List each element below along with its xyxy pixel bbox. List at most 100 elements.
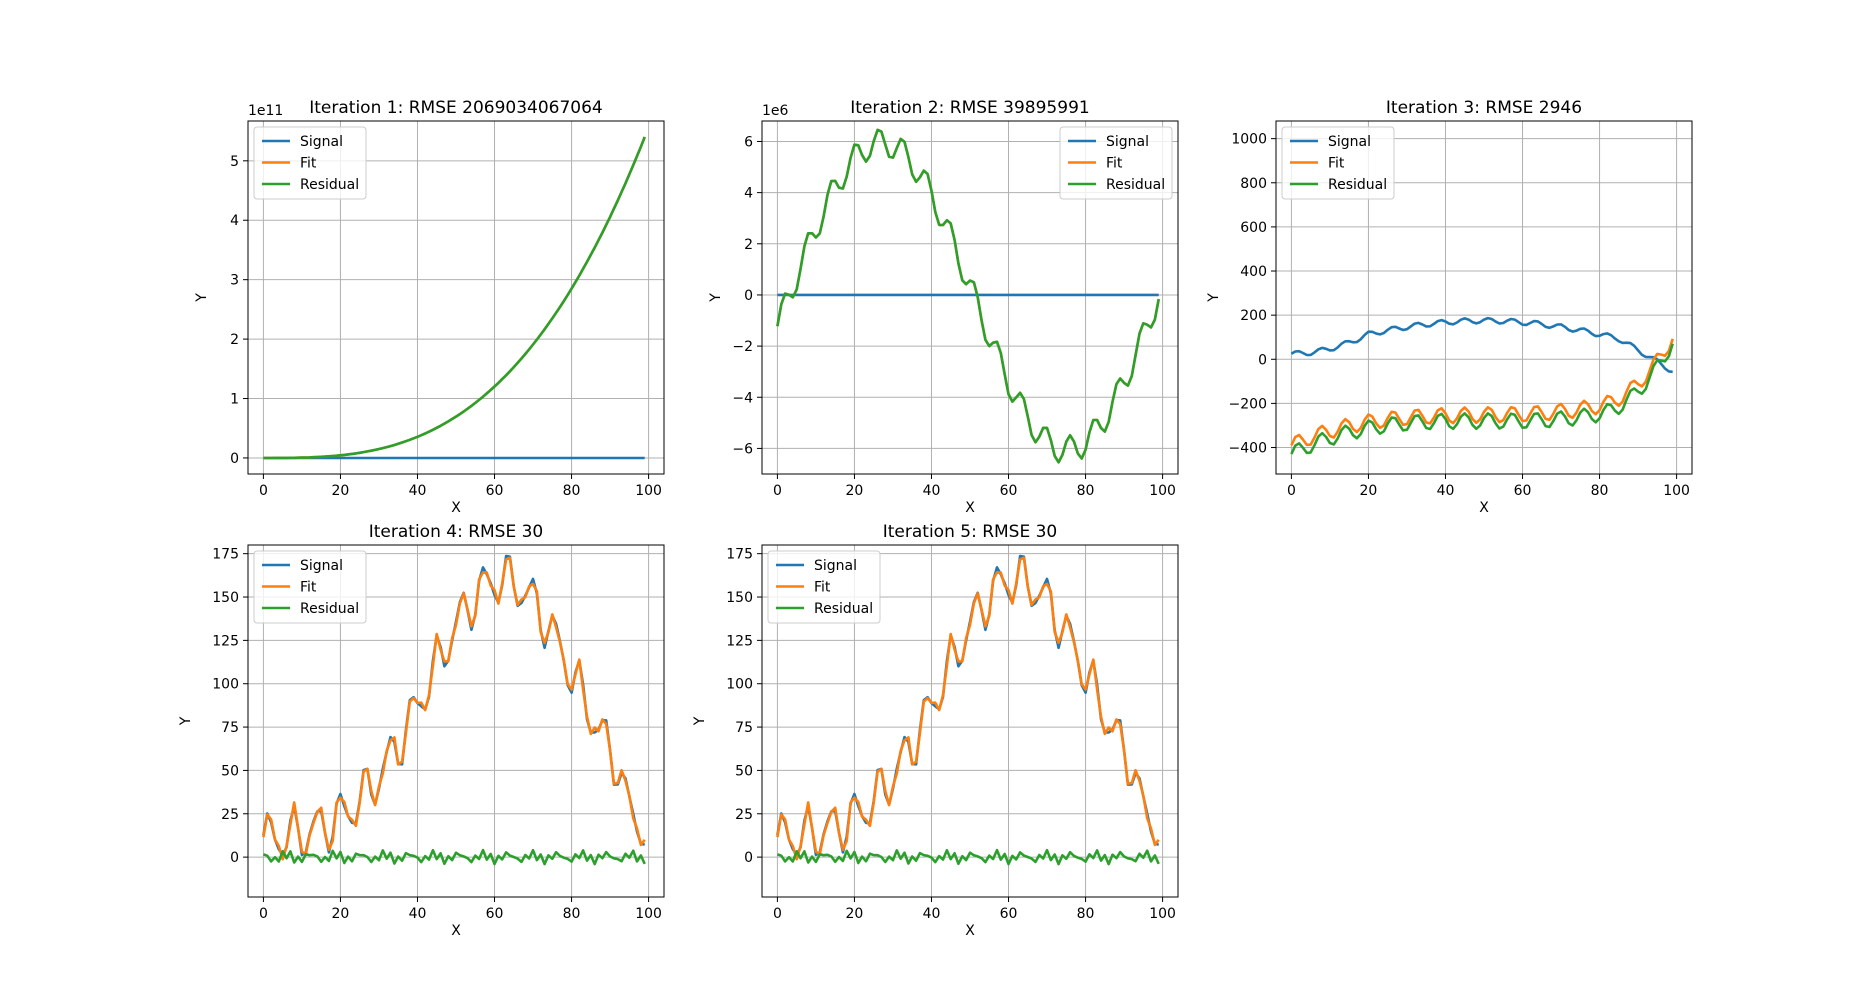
legend: Signal Fit Residual <box>1281 126 1395 200</box>
y-tick-label: 0 <box>230 451 239 467</box>
legend-box <box>767 550 881 624</box>
y-tick-label: −2 <box>732 339 753 355</box>
x-tick-label: 40 <box>923 906 941 922</box>
x-tick-label: 20 <box>846 906 864 922</box>
x-tick-label: 0 <box>773 483 782 499</box>
series-line-fit <box>1290 338 1674 447</box>
x-tick-label: 40 <box>1437 483 1455 499</box>
y-tick-label: 2 <box>230 332 239 348</box>
x-tick-label: 80 <box>1591 483 1609 499</box>
x-tick-label: 60 <box>1000 483 1018 499</box>
x-tick-label: 80 <box>1077 906 1095 922</box>
x-tick-label: 60 <box>486 483 504 499</box>
y-axis-label: Y <box>194 293 210 303</box>
x-tick-label: 20 <box>1360 483 1378 499</box>
x-tick-label: 60 <box>1514 483 1532 499</box>
x-tick-label: 20 <box>846 483 864 499</box>
x-tick-label: 0 <box>773 906 782 922</box>
y-tick-label: 200 <box>1240 308 1267 324</box>
y-offset-label: 1e6 <box>762 103 789 119</box>
y-tick-label: 400 <box>1240 264 1267 280</box>
y-axis-label: Y <box>1206 293 1222 303</box>
x-tick-label: 0 <box>259 483 268 499</box>
subplot-title: Iteration 1: RMSE 2069034067064 <box>309 98 602 118</box>
subplot-title: Iteration 4: RMSE 30 <box>369 522 544 542</box>
legend-label-residual: Residual <box>300 601 359 617</box>
y-tick-label: 5 <box>230 154 239 170</box>
y-tick-label: 150 <box>726 590 753 606</box>
x-axis-label: X <box>451 923 461 939</box>
x-tick-label: 60 <box>486 906 504 922</box>
y-tick-label: 800 <box>1240 176 1267 192</box>
legend: Signal Fit Residual <box>1059 126 1173 200</box>
y-tick-label: −6 <box>732 441 753 457</box>
legend-label-signal: Signal <box>300 134 343 150</box>
x-tick-label: 0 <box>259 906 268 922</box>
x-tick-label: 80 <box>563 483 581 499</box>
legend-label-residual: Residual <box>300 177 359 193</box>
y-tick-label: 0 <box>744 850 753 866</box>
series-line-fit <box>262 556 646 861</box>
y-tick-label: 75 <box>221 720 239 736</box>
x-tick-label: 80 <box>563 906 581 922</box>
y-tick-label: 100 <box>726 677 753 693</box>
y-tick-label: 150 <box>212 590 239 606</box>
axes-frame <box>247 120 665 475</box>
y-tick-label: 0 <box>1258 352 1267 368</box>
legend: Signal Fit Residual <box>253 550 367 624</box>
series-line-residual <box>776 128 1160 464</box>
series-line-residual <box>776 848 1160 866</box>
subplot-1: 0 20 40 60 80 100 0 1 2 3 4 5 1e11 Iteration 1: RMSE … <box>194 98 665 516</box>
x-tick-label: 0 <box>1287 483 1296 499</box>
legend-label-signal: Signal <box>300 558 343 574</box>
x-tick-label: 100 <box>1149 906 1176 922</box>
y-tick-label: 0 <box>230 850 239 866</box>
y-tick-label: 1 <box>230 392 239 408</box>
series-line-signal <box>1290 316 1673 374</box>
legend: Signal Fit Residual <box>767 550 881 624</box>
series-line-residual <box>263 136 646 460</box>
x-tick-label: 100 <box>635 906 662 922</box>
legend-label-signal: Signal <box>814 558 857 574</box>
legend-box <box>253 550 367 624</box>
series-line-residual <box>262 848 646 866</box>
axes-frame <box>761 544 1179 898</box>
subplot-title: Iteration 3: RMSE 2946 <box>1386 98 1582 118</box>
subplot-5: 0 20 40 60 80 100 0 25 50 75 100 125 150 175 Iteration… <box>692 522 1179 939</box>
legend-label-fit: Fit <box>1106 156 1123 172</box>
axes-frame <box>247 544 665 898</box>
legend-label-signal: Signal <box>1106 134 1149 150</box>
legend-box <box>1059 126 1173 200</box>
legend-label-fit: Fit <box>1328 156 1345 172</box>
subplot-4: 0 20 40 60 80 100 0 25 50 75 100 125 150 175 Iteration… <box>178 522 665 939</box>
y-tick-label: 4 <box>744 186 753 202</box>
y-tick-label: 50 <box>735 763 753 779</box>
y-tick-label: 25 <box>735 807 753 823</box>
y-tick-label: 3 <box>230 273 239 289</box>
legend-label-fit: Fit <box>814 580 831 596</box>
x-tick-label: 20 <box>332 906 350 922</box>
y-tick-label: 175 <box>726 547 753 563</box>
y-tick-label: 0 <box>744 288 753 304</box>
subplot-title: Iteration 2: RMSE 39895991 <box>850 98 1089 118</box>
subplot-3: 0 20 40 60 80 100 −400 −200 0 200 400 600 800 1000 Ite… <box>1206 98 1693 516</box>
y-tick-label: 4 <box>230 213 239 229</box>
y-tick-label: 6 <box>744 134 753 150</box>
x-tick-label: 40 <box>923 483 941 499</box>
legend-label-signal: Signal <box>1328 134 1371 150</box>
subplot-2: 0 20 40 60 80 100 −6 −4 −2 0 2 4 6 1e6 Iteration 2: RM… <box>708 98 1179 516</box>
axes-frame <box>1275 120 1693 475</box>
x-axis-label: X <box>451 500 461 516</box>
y-tick-label: 75 <box>735 720 753 736</box>
legend-label-fit: Fit <box>300 580 317 596</box>
y-tick-label: 100 <box>212 677 239 693</box>
y-tick-label: −4 <box>732 390 753 406</box>
x-axis-label: X <box>1479 500 1489 516</box>
x-tick-label: 100 <box>1149 483 1176 499</box>
y-tick-label: 175 <box>212 547 239 563</box>
y-tick-label: 50 <box>221 763 239 779</box>
subplot-title: Iteration 5: RMSE 30 <box>883 522 1058 542</box>
x-tick-label: 80 <box>1077 483 1095 499</box>
x-tick-label: 40 <box>409 483 427 499</box>
